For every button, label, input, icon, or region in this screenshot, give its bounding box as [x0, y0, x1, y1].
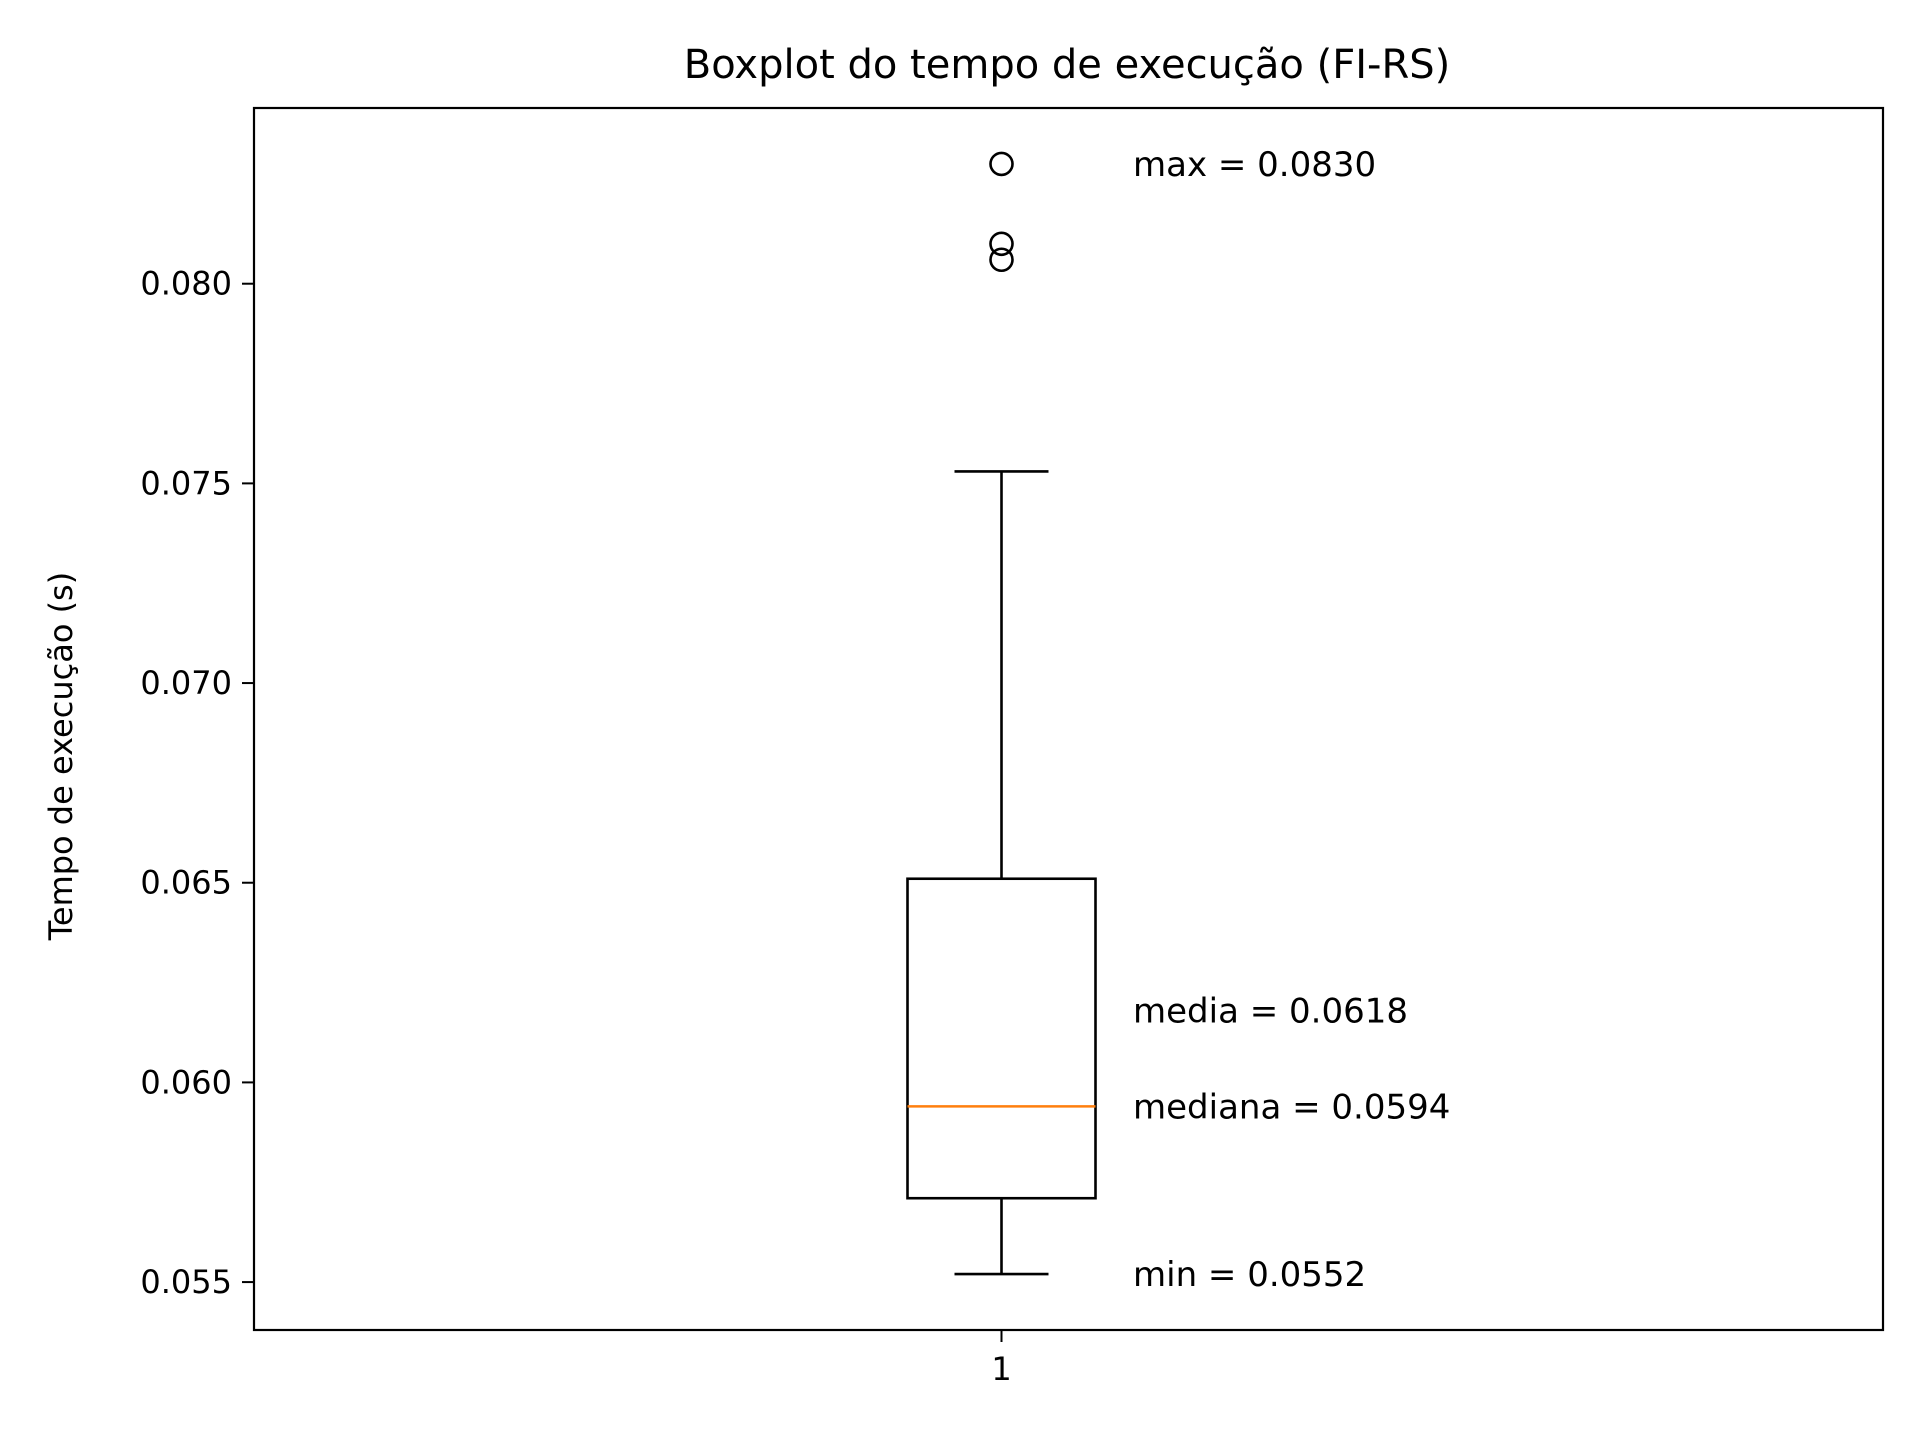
box-iqr	[906, 877, 1097, 1200]
outlier-point	[989, 151, 1014, 177]
y-tick-label: 0.060	[140, 1063, 232, 1101]
annotation-label: mediana = 0.0594	[1133, 1087, 1450, 1127]
y-tick-label: 0.055	[140, 1263, 232, 1301]
y-tick-label: 0.070	[140, 664, 232, 702]
outlier-point	[989, 231, 1014, 257]
annotation-label: media = 0.0618	[1133, 992, 1408, 1032]
outlier-point	[989, 247, 1014, 273]
chart-title: Boxplot do tempo de execução (FI-RS)	[684, 42, 1450, 88]
y-tick-label: 0.075	[140, 464, 232, 502]
annotation-label: max = 0.0830	[1133, 145, 1376, 185]
y-tick-label: 0.080	[140, 265, 232, 303]
plot-frame	[252, 106, 1885, 1332]
plot-marks: 0.055 0.060 0.065 0.070 0.075 0.080 1 max = 0.0…	[140, 145, 1450, 1388]
x-tick-label: 1	[991, 1350, 1011, 1388]
y-axis-label: Tempo de execução (s)	[42, 572, 80, 941]
y-tick-label: 0.065	[140, 864, 232, 902]
annotation-label: min = 0.0552	[1133, 1255, 1366, 1295]
